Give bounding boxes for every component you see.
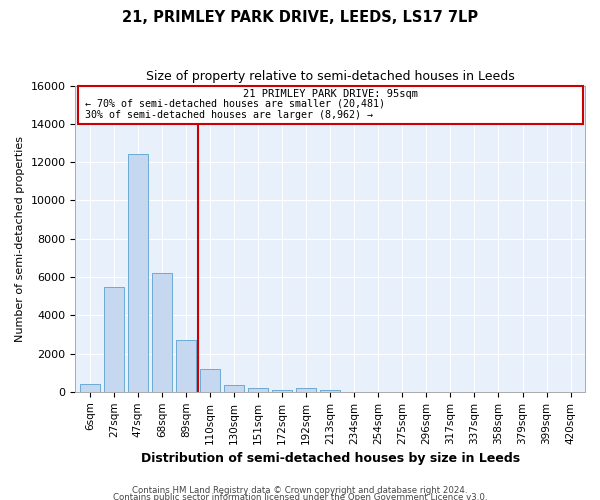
- Text: 21, PRIMLEY PARK DRIVE, LEEDS, LS17 7LP: 21, PRIMLEY PARK DRIVE, LEEDS, LS17 7LP: [122, 10, 478, 25]
- Y-axis label: Number of semi-detached properties: Number of semi-detached properties: [15, 136, 25, 342]
- Bar: [272, 390, 292, 392]
- Text: 30% of semi-detached houses are larger (8,962) →: 30% of semi-detached houses are larger (…: [85, 110, 373, 120]
- Bar: [78, 86, 583, 124]
- Bar: [80, 384, 100, 392]
- Bar: [224, 385, 244, 392]
- Text: 21 PRIMLEY PARK DRIVE: 95sqm: 21 PRIMLEY PARK DRIVE: 95sqm: [243, 89, 418, 99]
- Bar: [320, 390, 340, 392]
- Bar: [176, 340, 196, 392]
- Text: ← 70% of semi-detached houses are smaller (20,481): ← 70% of semi-detached houses are smalle…: [85, 98, 385, 108]
- Title: Size of property relative to semi-detached houses in Leeds: Size of property relative to semi-detach…: [146, 70, 515, 83]
- Bar: [200, 369, 220, 392]
- Bar: [104, 286, 124, 392]
- Bar: [296, 388, 316, 392]
- Bar: [248, 388, 268, 392]
- Bar: [152, 273, 172, 392]
- X-axis label: Distribution of semi-detached houses by size in Leeds: Distribution of semi-detached houses by …: [140, 452, 520, 465]
- Text: Contains HM Land Registry data © Crown copyright and database right 2024.: Contains HM Land Registry data © Crown c…: [132, 486, 468, 495]
- Text: Contains public sector information licensed under the Open Government Licence v3: Contains public sector information licen…: [113, 494, 487, 500]
- Bar: [128, 154, 148, 392]
